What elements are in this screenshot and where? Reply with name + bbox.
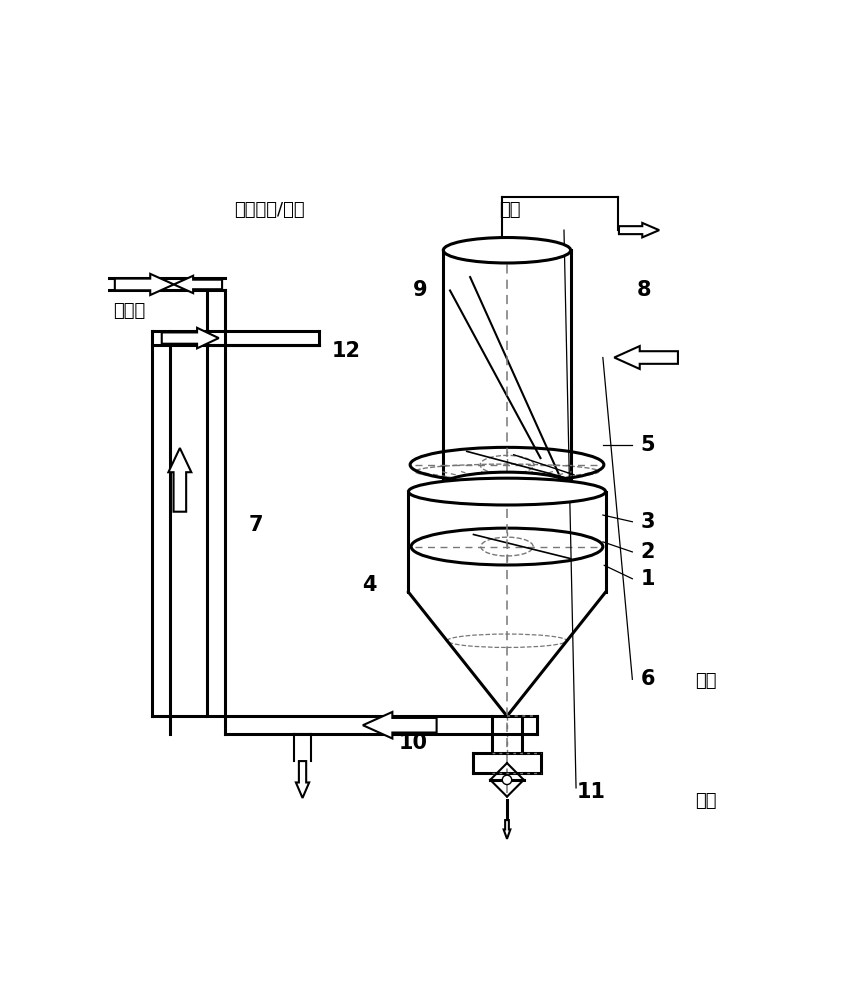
Polygon shape [115,274,174,295]
Text: 3: 3 [640,512,655,532]
Text: 1: 1 [640,569,655,589]
Polygon shape [503,820,510,839]
Text: 沼气: 沼气 [695,792,716,810]
Polygon shape [363,712,437,738]
Polygon shape [162,328,219,348]
Text: 8: 8 [638,280,651,300]
Text: 4: 4 [362,575,377,595]
Ellipse shape [408,478,606,505]
Text: 11: 11 [576,782,606,802]
Ellipse shape [443,238,571,263]
Text: 7: 7 [248,515,263,535]
Text: 12: 12 [331,341,361,361]
Text: 滤液: 滤液 [500,201,521,219]
Text: 6: 6 [640,669,655,689]
Polygon shape [614,346,678,369]
Text: 10: 10 [399,733,427,753]
Text: 菌种: 菌种 [695,672,716,690]
Text: 9: 9 [413,280,427,300]
Text: 化工处理/填埋: 化工处理/填埋 [234,201,304,219]
Text: 5: 5 [640,435,655,455]
Polygon shape [169,448,191,512]
Polygon shape [174,276,222,293]
Polygon shape [619,223,659,237]
Text: 2: 2 [640,542,655,562]
Ellipse shape [443,472,571,498]
Text: 废弃物: 废弃物 [113,302,145,320]
Circle shape [503,775,512,785]
Polygon shape [296,761,309,798]
